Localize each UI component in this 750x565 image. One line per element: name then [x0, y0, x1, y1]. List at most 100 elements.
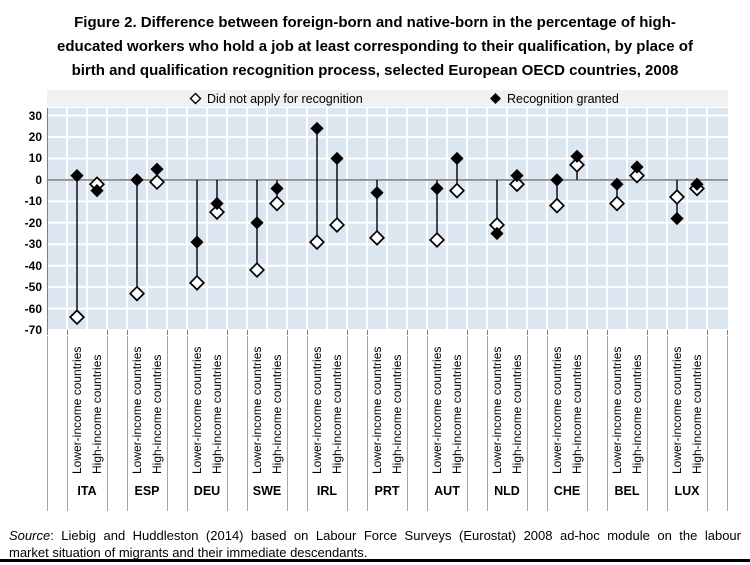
figure-title-line: educated workers who hold a job at least…: [57, 38, 693, 55]
data-marker-filled-diamond: [450, 151, 464, 166]
data-marker-filled-diamond: [570, 149, 584, 163]
category-label: Lower-income countries: [490, 346, 504, 474]
legend-item-did-not-apply: Did not apply for recognition: [189, 90, 363, 107]
country-code-label: IRL: [316, 484, 338, 498]
data-marker-open-diamond: [328, 216, 346, 233]
data-marker-open-diamond: [508, 176, 526, 193]
axis-separator: [727, 336, 728, 511]
data-marker-filled-diamond: [430, 181, 444, 196]
y-axis-tick-label: -20: [24, 215, 42, 230]
data-marker-open-diamond: [208, 204, 226, 221]
y-axis-tick-label: -40: [24, 258, 42, 273]
data-marker-filled-diamond: [150, 162, 164, 176]
data-marker-filled-diamond: [310, 121, 324, 136]
data-marker-open-diamond: [368, 229, 386, 246]
axis-separator: [467, 336, 468, 511]
axis-separator: [367, 336, 368, 511]
data-marker-filled-diamond: [490, 226, 504, 241]
source-line: market situation of migrants and their i…: [9, 545, 368, 560]
y-axis-tick-label: -10: [24, 194, 42, 209]
category-label: Lower-income countries: [130, 346, 144, 474]
y-axis-tick-label: 30: [28, 108, 42, 123]
axis-separator: [667, 336, 668, 511]
data-marker-open-diamond: [548, 197, 566, 214]
category-label: High-income countries: [90, 354, 104, 474]
plot-area: [47, 108, 728, 335]
legend-label-granted: Recognition granted: [507, 91, 619, 106]
y-axis-tick-label: 10: [28, 151, 42, 166]
axis-separator: [247, 336, 248, 511]
legend-item-granted: Recognition granted: [489, 90, 619, 107]
data-marker-filled-diamond: [630, 160, 644, 174]
axis-separator: [307, 336, 308, 511]
axis-separator: [67, 336, 68, 511]
category-label: High-income countries: [330, 354, 344, 474]
country-code-label: ESP: [134, 484, 160, 498]
country-code-label: SWE: [252, 484, 282, 498]
category-label: Lower-income countries: [70, 346, 84, 474]
category-label: High-income countries: [150, 354, 164, 474]
country-code-label: NLD: [494, 484, 520, 498]
category-label: Lower-income countries: [310, 346, 324, 474]
data-marker-filled-diamond: [690, 177, 704, 191]
country-code-label: CHE: [553, 484, 581, 498]
y-axis-tick-label: -50: [24, 280, 42, 295]
country-code-label: AUT: [434, 484, 460, 498]
y-axis-tick-label: -60: [24, 301, 42, 316]
axis-separator: [167, 336, 168, 511]
category-label: High-income countries: [510, 354, 524, 474]
y-axis-tick-label: -30: [24, 237, 42, 252]
data-marker-open-diamond: [568, 156, 586, 173]
country-code-label: ITA: [77, 484, 97, 498]
category-label: High-income countries: [690, 354, 704, 474]
category-label: Lower-income countries: [250, 346, 264, 474]
data-marker-filled-diamond: [70, 169, 84, 183]
data-marker-open-diamond: [128, 285, 146, 302]
category-label: High-income countries: [270, 354, 284, 474]
category-label: Lower-income countries: [370, 346, 384, 474]
axis-separator: [487, 336, 488, 511]
y-axis-tick-label: -70: [24, 323, 42, 338]
country-code-label: LUX: [674, 484, 700, 498]
data-marker-open-diamond: [148, 174, 166, 191]
data-marker-open-diamond: [448, 182, 466, 199]
axis-separator: [107, 336, 108, 511]
axis-separator: [287, 336, 288, 511]
source-label: Source: [9, 528, 51, 543]
data-marker-filled-diamond: [670, 211, 684, 226]
data-marker-filled-diamond: [90, 184, 104, 198]
source-note: Source: Liebig and Huddleston (2014) bas…: [9, 527, 741, 561]
data-marker-open-diamond: [628, 167, 646, 184]
axis-separator: [127, 336, 128, 511]
data-marker-filled-diamond: [510, 169, 524, 183]
source-line: Source: Liebig and Huddleston (2014) bas…: [9, 527, 741, 544]
category-label: High-income countries: [570, 354, 584, 474]
legend-label-did-not-apply: Did not apply for recognition: [207, 91, 363, 106]
category-label: Lower-income countries: [430, 346, 444, 474]
data-marker-open-diamond: [68, 309, 86, 326]
data-marker-filled-diamond: [330, 151, 344, 166]
figure-title-line: Figure 2. Difference between foreign-bor…: [74, 14, 676, 31]
figure-title: Figure 2. Difference between foreign-bor…: [15, 11, 735, 83]
category-label: High-income countries: [390, 354, 404, 474]
data-marker-filled-diamond: [130, 173, 144, 187]
data-marker-open-diamond: [248, 261, 266, 278]
category-label: High-income countries: [210, 354, 224, 474]
axis-separator: [607, 336, 608, 511]
bottom-rule: [0, 559, 750, 562]
y-axis-tick-label: 0: [35, 172, 42, 187]
y-axis-tick-label: 20: [28, 130, 42, 144]
data-marker-open-diamond: [608, 195, 626, 212]
axis-separator: [427, 336, 428, 511]
data-marker-open-diamond: [188, 274, 206, 291]
data-marker-filled-diamond: [370, 186, 384, 200]
figure-title-line: birth and qualification recognition proc…: [71, 62, 679, 79]
data-marker-open-diamond: [668, 189, 686, 206]
category-label: High-income countries: [630, 354, 644, 474]
country-code-label: PRT: [374, 484, 400, 498]
data-marker-open-diamond: [308, 234, 326, 251]
data-marker-filled-diamond: [190, 235, 204, 249]
open-diamond-icon: [189, 92, 202, 105]
axis-separator: [587, 336, 588, 511]
